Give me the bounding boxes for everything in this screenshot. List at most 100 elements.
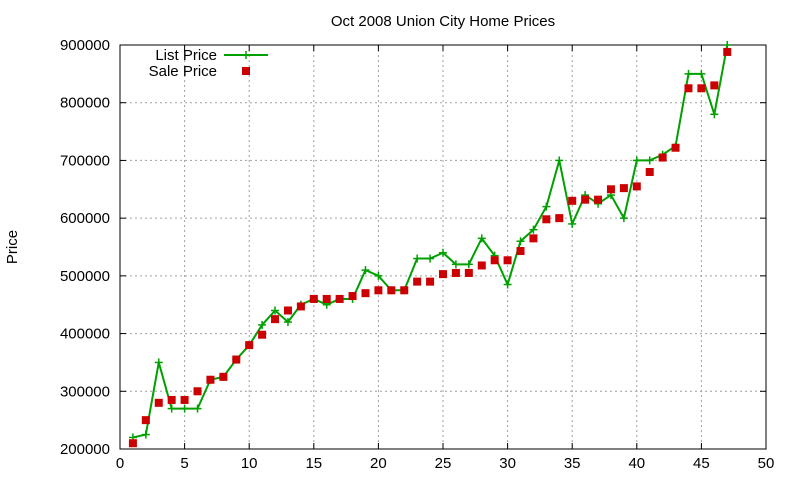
legend-sample-sale-price <box>242 67 250 75</box>
sale-price-point <box>542 215 551 224</box>
list-price-point <box>684 69 693 78</box>
list-price-point <box>697 69 706 78</box>
list-price-point <box>258 320 267 329</box>
list-price-point <box>167 404 176 413</box>
sale-price-point <box>206 375 215 384</box>
list-price-point <box>180 404 189 413</box>
sale-price-point <box>180 395 189 404</box>
sale-price-point <box>516 247 525 256</box>
sale-price-point <box>154 398 163 407</box>
sale-price-point <box>568 196 577 205</box>
list-price-point <box>723 41 732 49</box>
legend-label-list-price: List Price <box>155 47 217 64</box>
sale-price-point <box>219 372 228 381</box>
y-tick-label: 600000 <box>60 210 110 227</box>
x-tick-label: 0 <box>116 455 124 472</box>
list-price-point <box>710 110 719 119</box>
y-tick-label: 300000 <box>60 383 110 400</box>
sale-price-point <box>503 256 512 265</box>
list-price-point <box>619 214 628 223</box>
legend-label-sale-price: Sale Price <box>149 63 217 80</box>
sale-price-point <box>619 184 628 193</box>
y-tick-label: 500000 <box>60 268 110 285</box>
sale-price-point <box>606 185 615 194</box>
x-tick-label: 15 <box>305 455 322 472</box>
list-price-point <box>645 156 654 165</box>
list-price-point <box>503 280 512 289</box>
y-tick-label: 700000 <box>60 152 110 169</box>
list-price-point <box>154 358 163 367</box>
x-tick-label: 25 <box>435 455 452 472</box>
legend-sale-marker <box>242 67 250 75</box>
list-price-point <box>413 254 422 263</box>
sale-price-point <box>348 292 357 301</box>
sale-price-point <box>464 268 473 277</box>
x-tick-label: 10 <box>241 455 258 472</box>
sale-price-point <box>322 294 331 303</box>
sale-price-point <box>245 341 254 350</box>
x-tick-label: 45 <box>693 455 710 472</box>
sale-price-point <box>309 294 318 303</box>
sale-price-point <box>477 261 486 270</box>
sale-price-point <box>723 47 732 56</box>
x-tick-label: 20 <box>370 455 387 472</box>
sale-price-point <box>671 143 680 152</box>
sale-price-point <box>581 195 590 204</box>
y-axis-label: Price <box>4 230 21 264</box>
chart-title: Oct 2008 Union City Home Prices <box>331 13 555 30</box>
y-tick-label: 200000 <box>60 441 110 458</box>
x-tick-label: 30 <box>499 455 516 472</box>
sale-price-point <box>128 439 137 448</box>
sale-price-point <box>361 289 370 298</box>
sale-price-point <box>697 84 706 93</box>
x-tick-label: 5 <box>180 455 188 472</box>
sale-price-point <box>296 302 305 311</box>
series-layer <box>128 41 732 448</box>
sale-price-point <box>645 167 654 176</box>
y-tick-label: 800000 <box>60 95 110 112</box>
sale-price-point <box>490 256 499 265</box>
sale-price-point <box>439 270 447 279</box>
list-price-point <box>632 156 641 165</box>
list-price-point <box>426 254 435 263</box>
sale-price-point <box>451 268 460 277</box>
list-price-point <box>451 260 460 269</box>
list-price-point <box>439 248 447 257</box>
x-tick-label: 35 <box>564 455 581 472</box>
sale-price-point <box>594 195 603 204</box>
x-tick-label: 40 <box>628 455 645 472</box>
legend-list-marker <box>242 51 250 59</box>
sale-price-point <box>167 395 176 404</box>
list-price-point <box>464 260 473 269</box>
list-price-point <box>568 219 577 228</box>
list-price-point <box>477 234 486 243</box>
list-price-point <box>271 306 280 315</box>
x-tick-label: 50 <box>758 455 775 472</box>
sale-price-point <box>335 294 344 303</box>
axis-ticks: 0 5 10 15 20 25 30 35 40 45 50 200000 300000 400000 50… <box>60 37 774 472</box>
list-price-point <box>283 318 292 327</box>
sale-price-point <box>529 234 538 243</box>
sale-price-point <box>413 277 422 286</box>
sale-price-point <box>193 387 202 396</box>
legend-sample-list-price <box>224 51 268 59</box>
list-price-point <box>374 271 383 280</box>
sale-price-point <box>141 416 150 425</box>
sale-price-point <box>400 286 409 295</box>
sale-price-point <box>283 306 292 315</box>
grid-lines <box>120 45 766 449</box>
y-tick-label: 400000 <box>60 326 110 343</box>
sale-price-point <box>658 153 667 162</box>
sale-price-point <box>258 330 267 339</box>
list-price-point <box>361 266 370 275</box>
legend: List Price Sale Price <box>149 47 268 80</box>
sale-price-point <box>632 182 641 191</box>
list-price-point <box>529 225 538 234</box>
list-price-point <box>516 237 525 246</box>
list-price-point <box>193 404 202 413</box>
list-price-point <box>555 156 564 165</box>
sale-price-point <box>387 286 396 295</box>
y-tick-label: 900000 <box>60 37 110 54</box>
sale-price-point <box>232 355 241 364</box>
